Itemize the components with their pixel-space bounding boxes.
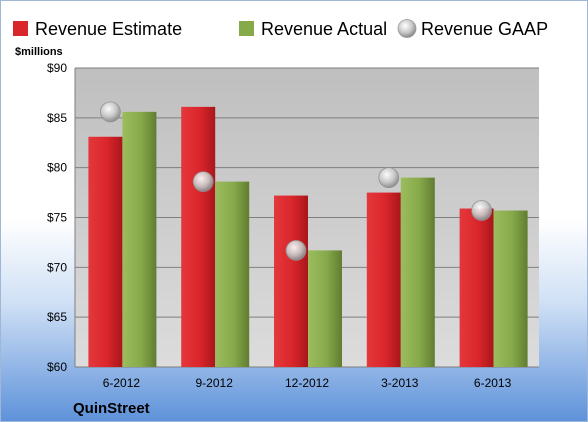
marker-revenue-gaap-6-2012: [100, 101, 121, 123]
y-tick-label: $60: [47, 360, 67, 374]
y-tick-label: $75: [47, 211, 67, 225]
bar-revenue-actual-12-2012: [308, 250, 342, 367]
marker-revenue-gaap-6-2013: [471, 200, 493, 221]
legend-label-revenue-estimate: Revenue Estimate: [35, 19, 182, 39]
y-tick-label: $85: [47, 111, 67, 125]
bar-revenue-estimate-6-2012: [88, 136, 123, 367]
x-tick-label: 12-2012: [285, 376, 329, 390]
legend: Revenue Estimate Revenue Actual Revenue GA…: [13, 19, 548, 39]
legend-swatch-revenue-estimate: [13, 21, 28, 36]
bar-revenue-actual-6-2012: [122, 111, 157, 367]
marker-revenue-gaap-3-2013: [378, 167, 400, 189]
legend-label-revenue-gaap: Revenue GAAP: [421, 19, 548, 39]
legend-swatch-revenue-actual: [239, 21, 254, 36]
bar-revenue-estimate-6-2013: [459, 208, 494, 367]
x-tick-label: 6-2013: [474, 376, 512, 390]
y-axis-unit-label: $millions: [15, 46, 63, 58]
marker-revenue-gaap-12-2012: [285, 239, 307, 261]
legend-swatch-revenue-gaap: [397, 19, 417, 38]
bar-revenue-actual-6-2013: [493, 210, 528, 367]
company-name: QuinStreet: [73, 400, 150, 417]
bar-revenue-actual-3-2013: [400, 177, 435, 367]
bar-revenue-estimate-3-2013: [366, 192, 401, 367]
y-tick-label: $90: [47, 61, 67, 75]
marker-revenue-gaap-9-2012: [192, 171, 214, 193]
y-tick-label: $80: [47, 161, 67, 175]
x-tick-label: 3-2013: [381, 376, 419, 390]
bar-revenue-estimate-9-2012: [181, 106, 216, 368]
axes: $60 $65 $70 $75 $80 $85 $90 6-2012 9-2012 12-2012…: [47, 61, 512, 390]
y-tick-label: $65: [47, 310, 67, 324]
bar-revenue-estimate-12-2012: [274, 195, 308, 367]
x-tick-label: 9-2012: [196, 376, 234, 390]
x-tick-label: 6-2012: [103, 376, 141, 390]
bar-revenue-actual-9-2012: [215, 181, 250, 367]
y-tick-label: $70: [47, 260, 67, 274]
legend-label-revenue-actual: Revenue Actual: [261, 19, 387, 39]
bars: [88, 106, 528, 368]
gaap-markers: [100, 101, 493, 261]
